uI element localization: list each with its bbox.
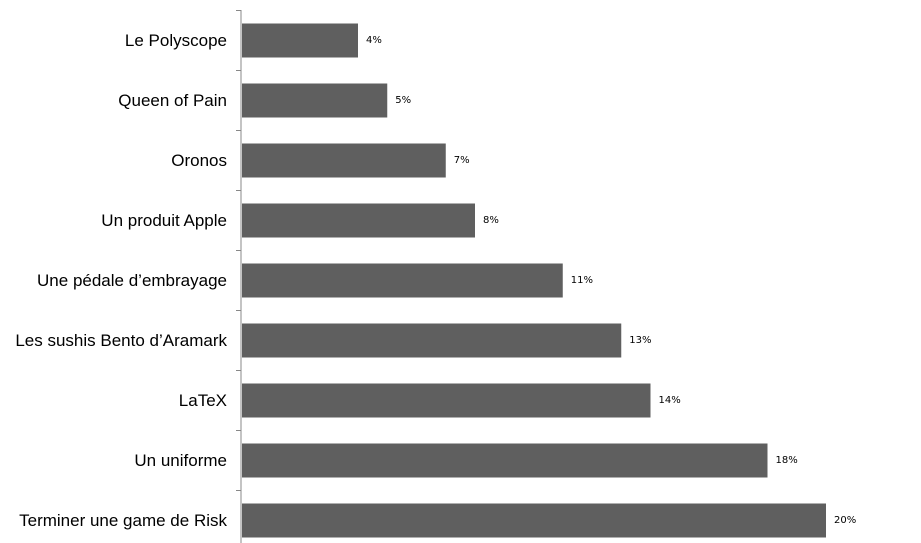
category-label: Un produit Apple: [101, 211, 227, 230]
bar: [242, 263, 563, 298]
value-label: 18%: [776, 455, 798, 466]
category-label: Les sushis Bento d’Aramark: [15, 331, 227, 350]
bars: [242, 23, 826, 538]
category-label: Queen of Pain: [118, 91, 227, 110]
bar: [242, 443, 768, 478]
category-label: Un uniforme: [134, 451, 227, 470]
value-label: 20%: [834, 515, 856, 526]
category-label: Oronos: [171, 151, 227, 170]
category-label: Le Polyscope: [125, 31, 227, 50]
bar: [242, 143, 446, 178]
value-label: 11%: [571, 275, 593, 286]
bar: [242, 323, 622, 358]
value-label: 4%: [366, 35, 382, 46]
bar: [242, 383, 651, 418]
y-axis-ticks: [236, 10, 241, 491]
category-label: Terminer une game de Risk: [19, 511, 227, 530]
category-label: Une pédale d’embrayage: [37, 271, 227, 290]
value-label: 13%: [629, 335, 651, 346]
value-labels: 4% 5% 7% 8% 11% 13% 14% 18% 20%: [366, 35, 856, 526]
bar: [242, 503, 826, 538]
category-labels: Le Polyscope Queen of Pain Oronos Un produi…: [15, 31, 227, 530]
bar: [242, 203, 475, 238]
category-label: LaTeX: [179, 391, 227, 410]
bar: [242, 23, 358, 58]
value-label: 7%: [454, 155, 470, 166]
value-label: 5%: [395, 95, 411, 106]
value-label: 14%: [659, 395, 681, 406]
value-label: 8%: [483, 215, 499, 226]
bar: [242, 83, 388, 118]
